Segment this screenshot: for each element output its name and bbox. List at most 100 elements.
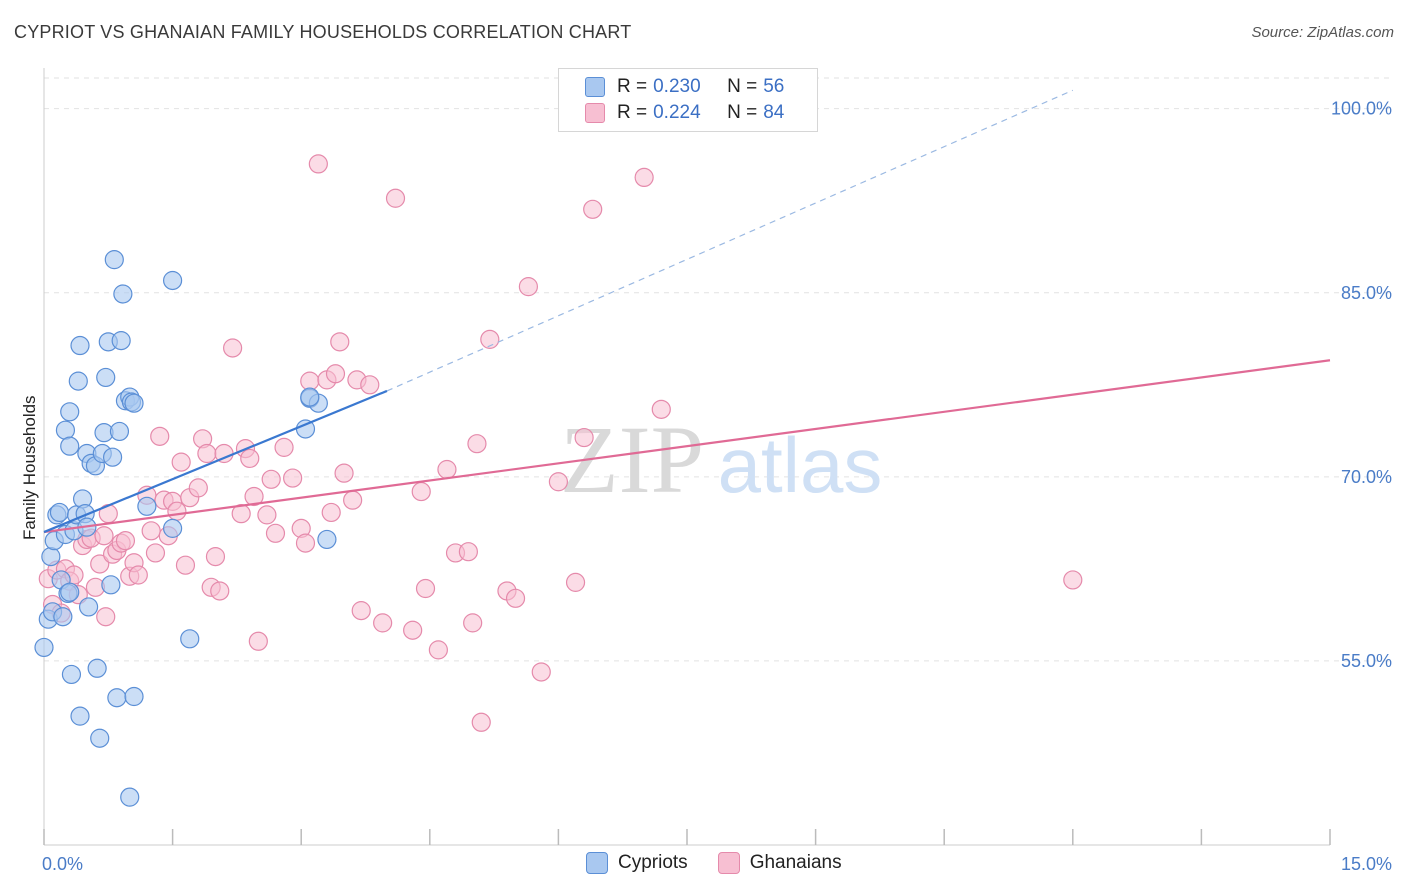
ghanaians-point (343, 490, 363, 510)
ghanaians-point (583, 199, 603, 219)
ghanaians-point (351, 601, 371, 621)
ghanaians-point (467, 434, 487, 454)
ghanaians-point (548, 472, 569, 492)
y-tick-label: 85.0% (1341, 283, 1392, 303)
chart-title: CYPRIOT VS GHANAIAN FAMILY HOUSEHOLDS CO… (14, 22, 632, 42)
cypriots-point (180, 629, 200, 649)
ghanaians-point (141, 521, 161, 541)
cypriots-point (41, 547, 61, 567)
n-value: 56 (763, 76, 785, 97)
ghanaians-point (360, 375, 380, 395)
cypriots-point (90, 728, 110, 748)
ghanaians-point (518, 277, 538, 297)
stats-legend-row-cypriots: R = 0.230 N = 56 (585, 75, 784, 99)
ghanaians-series (38, 154, 1083, 732)
cypriots-point (109, 421, 130, 442)
ghanaians-swatch (585, 103, 605, 123)
cypriots-point (163, 518, 183, 538)
cypriots-trend-extension (386, 89, 1074, 392)
cypriots-point (70, 335, 90, 356)
cypriots-point (113, 284, 133, 304)
ghanaians-point (321, 502, 341, 523)
ghanaians-point (210, 581, 230, 601)
ghanaians-point (167, 501, 187, 521)
ghanaians-point (188, 478, 208, 498)
ghanaians-point (283, 468, 303, 488)
cypriots-point (78, 597, 99, 617)
cypriots-point (111, 331, 131, 351)
ghanaians-point (325, 364, 346, 384)
ghanaians-point (248, 631, 268, 651)
y-tick-label: 55.0% (1341, 651, 1392, 671)
ghanaians-point (223, 338, 243, 358)
cypriots-point (34, 637, 54, 658)
cypriots-point (60, 582, 80, 602)
ghanaians-point (403, 620, 423, 640)
ghanaians-point (257, 505, 277, 525)
y-axis-label: Family Households (20, 395, 39, 540)
ghanaians-point (205, 547, 226, 567)
series-legend: Cypriots Ghanaians (586, 852, 872, 874)
y-tick-label: 70.0% (1341, 467, 1392, 487)
ghanaians-point (373, 613, 393, 633)
cypriots-point (124, 686, 144, 707)
ghanaians-point (531, 662, 551, 682)
r-label: R = (617, 76, 648, 97)
ghanaians-point (463, 613, 483, 633)
ghanaians-point (150, 426, 170, 446)
ghanaians-point (437, 459, 457, 480)
ghanaians-point (428, 640, 448, 660)
cypriots-point (317, 529, 337, 550)
ghanaians-point (171, 452, 191, 472)
cypriots-point (87, 658, 107, 678)
ghanaians-point (240, 448, 260, 469)
cypriots-point (137, 496, 157, 516)
ghanaians-point (565, 572, 586, 592)
x-tick-label-min: 0.0% (42, 854, 83, 874)
ghanaians-point (574, 427, 594, 448)
cypriots-series (34, 250, 337, 807)
ghanaians-point (634, 167, 654, 188)
ghanaians-point (471, 712, 491, 732)
ghanaians-point (1063, 570, 1083, 590)
ghanaians-point (458, 542, 478, 562)
ghanaians-point (115, 531, 136, 551)
cypriots-point (102, 447, 123, 467)
ghanaians-point (505, 588, 526, 608)
ghanaians-point (197, 443, 217, 464)
ghanaians-point (480, 329, 500, 349)
cypriots-point (124, 393, 144, 413)
ghanaians-point (261, 469, 281, 489)
cypriots-point (70, 706, 90, 726)
cypriots-point (53, 607, 73, 627)
legend-item-ghanaians[interactable]: Ghanaians (717, 852, 842, 874)
cypriots-point (163, 270, 183, 291)
ghanaians-trend-line (43, 359, 1331, 534)
cypriots-legend-swatch (586, 852, 608, 874)
y-tick-labels: 55.0% 70.0% 85.0% 100.0% (1331, 99, 1392, 671)
ghanaians-point (411, 481, 431, 502)
cypriots-point (68, 371, 88, 391)
ghanaians-point (128, 565, 148, 585)
r-value: 0.224 (653, 102, 701, 123)
ghanaians-point (651, 399, 671, 419)
ghanaians-point (308, 154, 328, 174)
ghanaians-point (145, 543, 166, 563)
x-tick-label-max: 15.0% (1341, 854, 1392, 874)
ghanaians-point (334, 463, 354, 483)
cypriots-point (61, 664, 82, 685)
cypriots-point (300, 387, 320, 407)
cypriots-point (60, 402, 80, 422)
stats-legend-row-ghanaians: R = 0.224 N = 84 (585, 101, 784, 125)
cypriots-point (60, 436, 80, 456)
y-tick-label: 100.0% (1331, 99, 1392, 119)
cypriots-point (107, 688, 127, 708)
watermark-atlas: atlas (718, 421, 883, 509)
n-label: N = (727, 76, 758, 97)
ghanaians-point (94, 526, 114, 546)
source-label: Source: ZipAtlas.com (1251, 24, 1394, 41)
legend-item-cypriots[interactable]: Cypriots (586, 852, 688, 874)
legend-label-ghanaians: Ghanaians (749, 852, 842, 873)
cypriots-point (96, 367, 116, 388)
